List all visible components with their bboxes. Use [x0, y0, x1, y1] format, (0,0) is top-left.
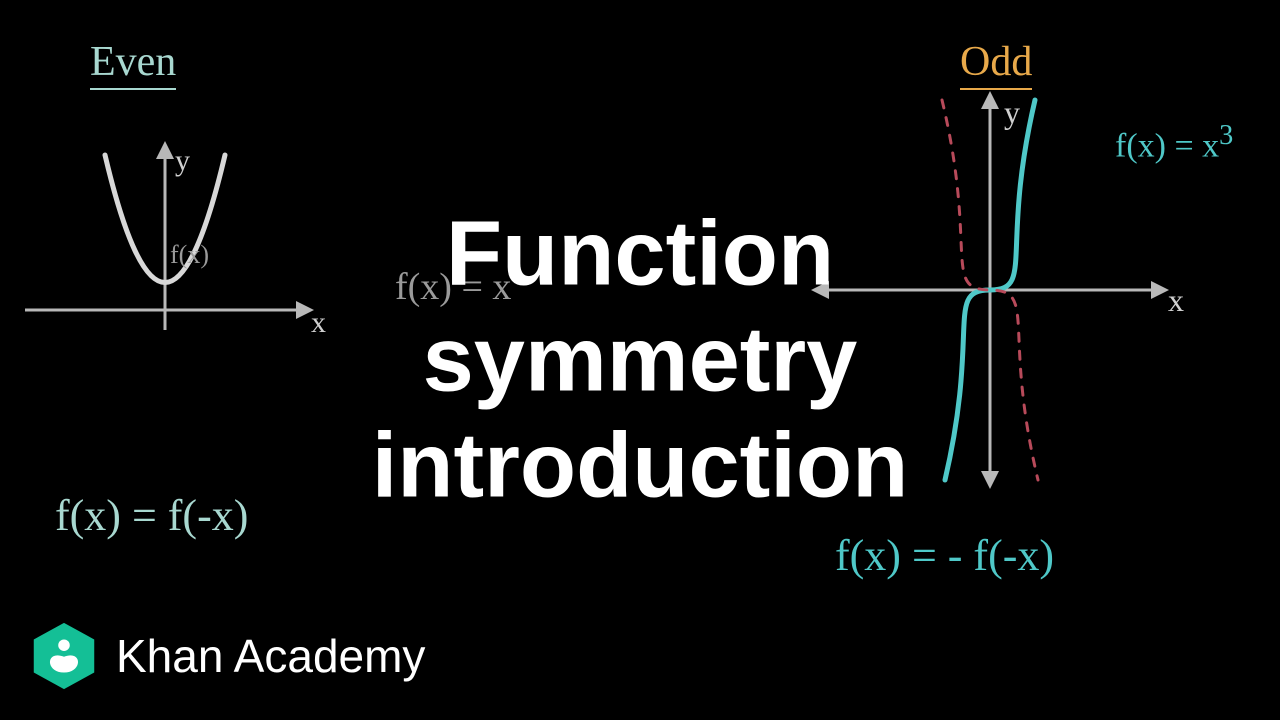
brand-name: Khan Academy: [116, 629, 425, 683]
odd-x-axis-label: x: [1168, 282, 1184, 319]
title-line-1: Function symmetry: [320, 201, 960, 413]
odd-fx-equation: f(x) = x3: [1115, 120, 1233, 165]
khan-logo-icon: [28, 620, 100, 692]
odd-heading: Odd: [960, 38, 1032, 90]
even-axes: [25, 150, 305, 330]
odd-fx-eq-text: f(x) = x: [1115, 127, 1219, 164]
title-line-2: introduction: [320, 413, 960, 519]
video-title: Function symmetry introduction: [320, 201, 960, 518]
odd-equation: f(x) = - f(-x): [835, 530, 1054, 581]
even-y-axis-label: y: [175, 144, 190, 178]
odd-y-axis-label: y: [1004, 94, 1020, 131]
brand-container: Khan Academy: [28, 620, 425, 692]
even-equation: f(x) = f(-x): [55, 490, 248, 541]
odd-fx-eq-sup: 3: [1219, 120, 1233, 151]
even-heading: Even: [90, 38, 176, 90]
even-fx-label: f(x): [170, 240, 209, 270]
